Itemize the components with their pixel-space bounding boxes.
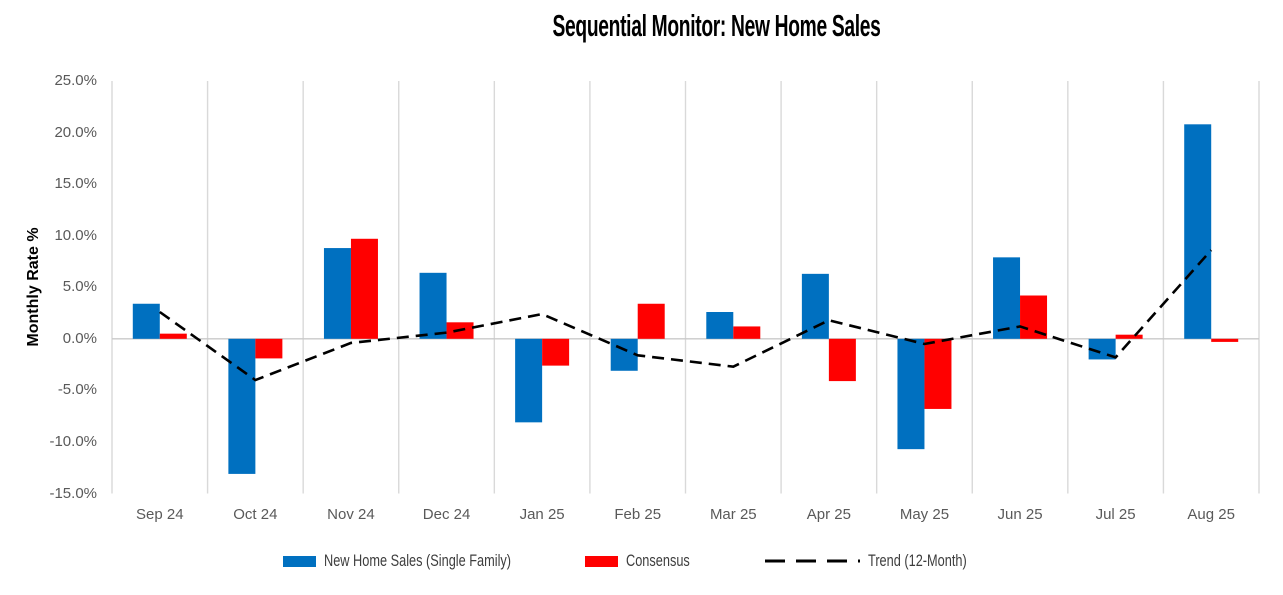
bar-new-home-sales bbox=[1184, 124, 1212, 339]
y-tick-label: 5.0% bbox=[62, 278, 97, 296]
bar-consensus bbox=[1115, 334, 1143, 339]
x-tick-label: Oct 24 bbox=[233, 506, 278, 523]
x-tick-label: Aug 25 bbox=[1187, 506, 1235, 523]
chart-title: Sequential Monitor: New Home Sales bbox=[150, 8, 1283, 44]
y-tick-label: 10.0% bbox=[54, 226, 97, 244]
x-tick-label: Nov 24 bbox=[327, 506, 375, 523]
x-tick-label: Sep 24 bbox=[136, 506, 184, 523]
legend-label-trend: Trend (12-Month) bbox=[868, 551, 968, 570]
y-tick-label: 25.0% bbox=[54, 72, 97, 89]
x-tick-label: Jun 25 bbox=[997, 506, 1043, 523]
x-tick-label: Jan 25 bbox=[519, 506, 565, 523]
bar-new-home-sales bbox=[515, 338, 543, 423]
x-tick-label: Jul 25 bbox=[1095, 506, 1136, 523]
bar-new-home-sales bbox=[897, 338, 925, 450]
bar-new-home-sales bbox=[419, 272, 447, 339]
trend-line bbox=[159, 249, 1213, 382]
legend-label-consensus: Consensus bbox=[626, 551, 691, 570]
bar-new-home-sales bbox=[706, 312, 734, 339]
bar-new-home-sales bbox=[993, 257, 1021, 339]
x-tick-label: Mar 25 bbox=[709, 506, 757, 523]
bar-consensus bbox=[255, 338, 283, 359]
new-home-sales-swatch-icon bbox=[282, 555, 316, 567]
bar-new-home-sales bbox=[132, 303, 160, 339]
y-tick-label: 20.0% bbox=[54, 123, 97, 141]
legend-item-new-home-sales: New Home Sales (Single Family) bbox=[282, 551, 515, 571]
chart-title-text: Sequential Monitor: New Home Sales bbox=[552, 8, 881, 43]
bar-consensus bbox=[924, 338, 952, 409]
y-tick-label: -15.0% bbox=[49, 484, 97, 502]
y-tick-label: 15.0% bbox=[54, 175, 97, 193]
legend-item-trend: Trend (12-Month) bbox=[765, 551, 1000, 571]
bar-consensus bbox=[637, 303, 665, 339]
x-tick-label: Feb 25 bbox=[614, 506, 662, 523]
bar-consensus bbox=[1020, 295, 1048, 339]
bar-new-home-sales bbox=[610, 338, 638, 371]
y-tick-label: 0.0% bbox=[62, 329, 97, 347]
bar-consensus bbox=[542, 338, 570, 366]
legend: New Home Sales (Single Family) Consensus… bbox=[0, 548, 1283, 574]
bar-consensus bbox=[159, 333, 187, 339]
x-tick-label: May 25 bbox=[899, 506, 950, 523]
bar-new-home-sales bbox=[801, 273, 829, 339]
bar-consensus bbox=[350, 238, 378, 339]
x-tick-label: Apr 25 bbox=[806, 506, 851, 523]
legend-item-consensus: Consensus bbox=[585, 551, 695, 571]
bar-consensus bbox=[828, 338, 856, 382]
y-tick-label: -5.0% bbox=[57, 381, 97, 399]
bar-consensus bbox=[733, 326, 761, 339]
bar-new-home-sales bbox=[228, 338, 256, 474]
x-tick-label: Dec 24 bbox=[422, 506, 471, 523]
bar-new-home-sales bbox=[323, 248, 351, 339]
y-tick-label: -10.0% bbox=[49, 432, 97, 450]
consensus-swatch-icon bbox=[585, 555, 619, 567]
trend-dash-icon bbox=[765, 559, 861, 563]
bar-consensus bbox=[1211, 338, 1239, 342]
legend-label-new-home-sales: New Home Sales (Single Family) bbox=[323, 551, 511, 570]
